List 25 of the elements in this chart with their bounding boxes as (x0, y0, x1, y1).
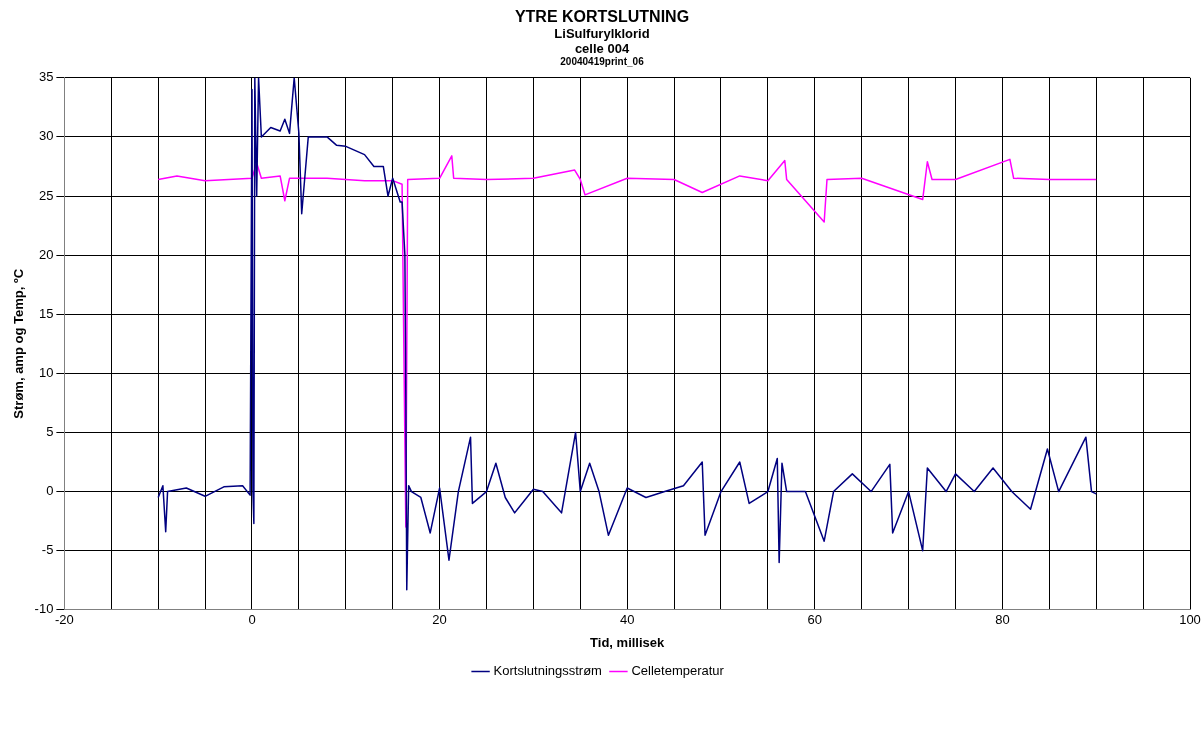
y-tick-label: 10 (38, 364, 54, 380)
x-tick-label: 60 (807, 612, 823, 628)
x-tick-label: 40 (619, 612, 635, 628)
text: celle 004 (573, 41, 631, 56)
y-axis-title: Strøm, amp og Temp, ºC (11, 268, 27, 419)
y-tick-label: 30 (38, 128, 54, 144)
y-tick-label: 15 (38, 305, 54, 321)
chart-title: YTRE KORTSLUTNING (513, 8, 691, 26)
x-tick-label: 80 (995, 612, 1010, 628)
x-tick-label: 0 (248, 612, 256, 628)
x-tick-label: -20 (54, 612, 74, 628)
y-tick-label: -10 (34, 601, 54, 617)
x-tick-label: 100 (1179, 612, 1201, 628)
x-tick-label: 20 (432, 612, 447, 628)
legend-label: Celletemperatur (631, 663, 725, 679)
y-tick-label: 20 (38, 246, 54, 262)
legend-label: Kortslutningsstrøm (493, 663, 602, 679)
y-tick-label: -5 (41, 542, 54, 558)
chart-subtitle: LiSulfurylklorid (553, 26, 651, 41)
y-tick-label: 25 (38, 187, 54, 203)
x-axis-title: Tid, millisek (590, 634, 666, 650)
text: 20040419print_06 (559, 56, 645, 67)
y-tick-label: 0 (46, 483, 54, 499)
y-tick-label: 5 (46, 424, 54, 440)
y-tick-label: 35 (38, 69, 54, 85)
